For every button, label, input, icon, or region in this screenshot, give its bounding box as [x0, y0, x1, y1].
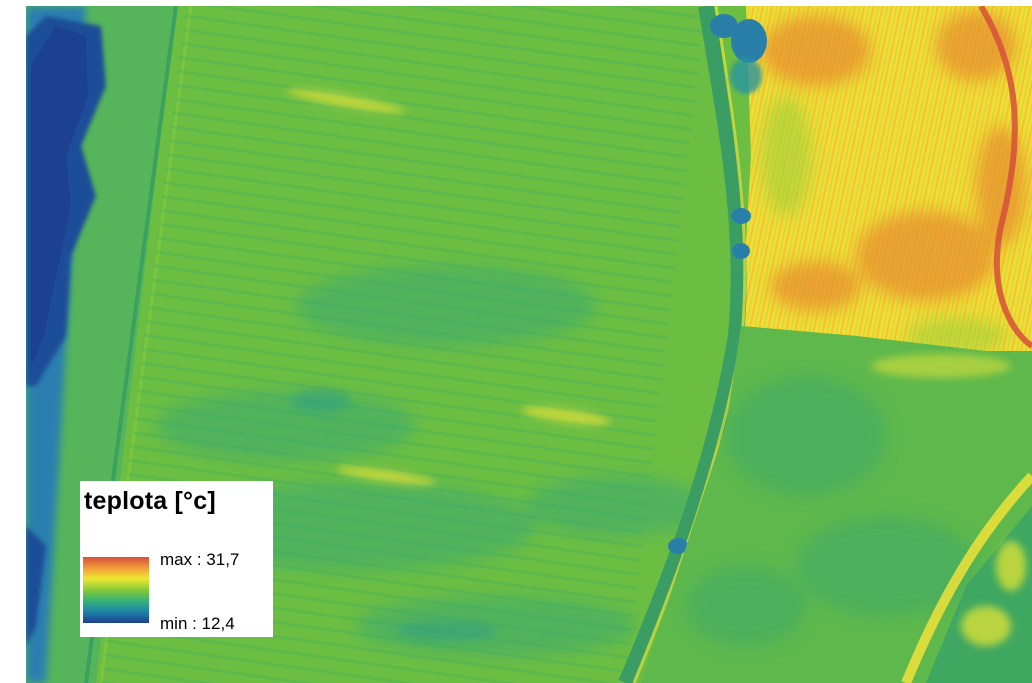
- legend-color-ramp: [83, 557, 149, 623]
- legend-max-label: max : 31,7: [160, 550, 240, 569]
- legend-min-label: min : 12,4: [160, 614, 235, 633]
- map-legend: teplota [°c] max : 31,7 min : 12,4: [80, 481, 273, 637]
- legend-title: teplota [°c]: [84, 487, 216, 515]
